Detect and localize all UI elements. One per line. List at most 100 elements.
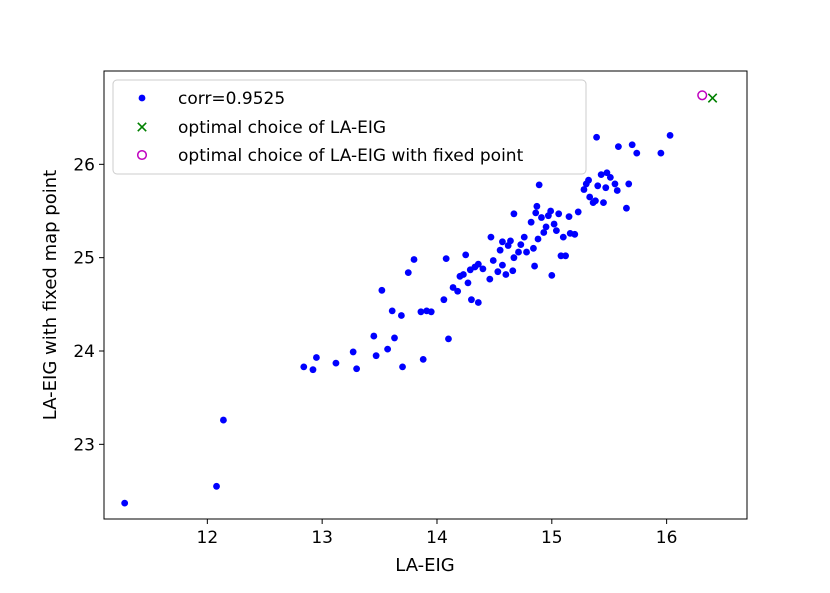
data-point [600,199,607,207]
data-point [547,207,555,215]
data-point [623,204,630,212]
data-point [593,133,600,141]
data-point [474,260,482,268]
data-point [515,248,522,256]
data-point [586,193,594,201]
data-point [496,246,504,254]
data-point [499,238,506,246]
y-tick-label: 24 [73,342,95,362]
data-point [349,348,357,356]
data-point [464,279,472,287]
data-point [454,287,462,295]
data-point [462,251,470,259]
data-point [384,345,392,353]
data-point [474,299,482,306]
data-point [534,235,542,243]
y-axis-ticks: 23 24 25 26 [73,155,104,455]
data-point [309,366,317,374]
data-point [372,352,380,360]
data-point [427,308,435,316]
data-point [611,180,619,188]
data-point [479,265,487,273]
legend-item: optimal choice of LA-EIG with fixed poin… [136,146,524,166]
x-tick-label: 16 [656,528,678,548]
data-point [571,230,579,238]
data-point [548,272,556,279]
data-point [602,184,610,192]
data-point [531,262,538,270]
data-point [592,197,599,205]
data-point [510,254,518,262]
legend-label: optimal choice of LA-EIG with fixed poin… [178,146,524,166]
data-point [213,482,220,490]
data-point [565,213,573,221]
data-point [535,181,543,189]
legend-item: optimal choice of LA-EIG [137,118,386,138]
legend-marker [136,149,148,161]
data-point [625,180,633,188]
data-point [410,256,418,263]
x-tick-label: 14 [426,528,448,548]
data-point [657,149,665,157]
data-point [391,334,398,342]
data-point [532,209,540,217]
data-point [597,171,605,179]
data-point [378,286,386,294]
x-axis-ticks: 12 13 14 15 16 [197,519,678,548]
data-point [580,186,588,193]
data-point [404,269,412,276]
data-point [538,214,545,221]
legend-label: corr=0.9525 [178,89,285,109]
data-point [486,275,494,283]
data-point [353,365,361,373]
data-point [417,308,425,316]
data-point [517,241,525,249]
legend-label: optimal choice of LA-EIG [178,118,386,138]
data-point [552,227,560,235]
x-tick-label: 15 [541,528,563,548]
data-point [419,356,427,363]
data-point [606,174,614,181]
data-point [300,363,308,371]
data-point [442,255,450,262]
x-axis-label: LA-EIG [395,555,454,576]
data-point [509,267,517,275]
data-point [550,220,558,228]
data-point [489,257,497,264]
data-point [507,237,514,245]
data-point [628,141,636,149]
y-tick-label: 25 [73,249,95,269]
data-point [487,233,495,241]
data-point [332,359,340,367]
legend-marker [137,122,147,132]
data-point [388,307,396,315]
y-tick-label: 23 [73,435,95,455]
data-point [459,271,467,278]
data-point [530,244,537,252]
data-point [399,363,406,371]
data-point [527,218,535,226]
legend-frame [112,79,587,175]
plot-area [121,90,718,507]
data-point [440,296,448,304]
data-point [523,248,530,256]
data-point [603,169,611,177]
data-point [540,229,548,236]
legend: corr=0.9525 optimal choice of LA-EIG optim… [112,79,587,175]
data-point [499,261,506,269]
data-point [613,187,621,194]
data-point [449,284,457,291]
optimal-point-marker [707,93,718,103]
data-point [121,499,129,507]
axes-frame [103,70,748,520]
data-point [633,149,641,157]
data-point [585,176,592,184]
optimal-fixed-point-marker [697,90,708,101]
data-point [220,416,227,424]
legend-marker [138,94,146,102]
x-tick-label: 13 [311,528,333,548]
y-tick-label: 26 [73,155,95,175]
data-point [594,182,602,190]
data-point [562,252,569,260]
data-point [666,132,674,139]
